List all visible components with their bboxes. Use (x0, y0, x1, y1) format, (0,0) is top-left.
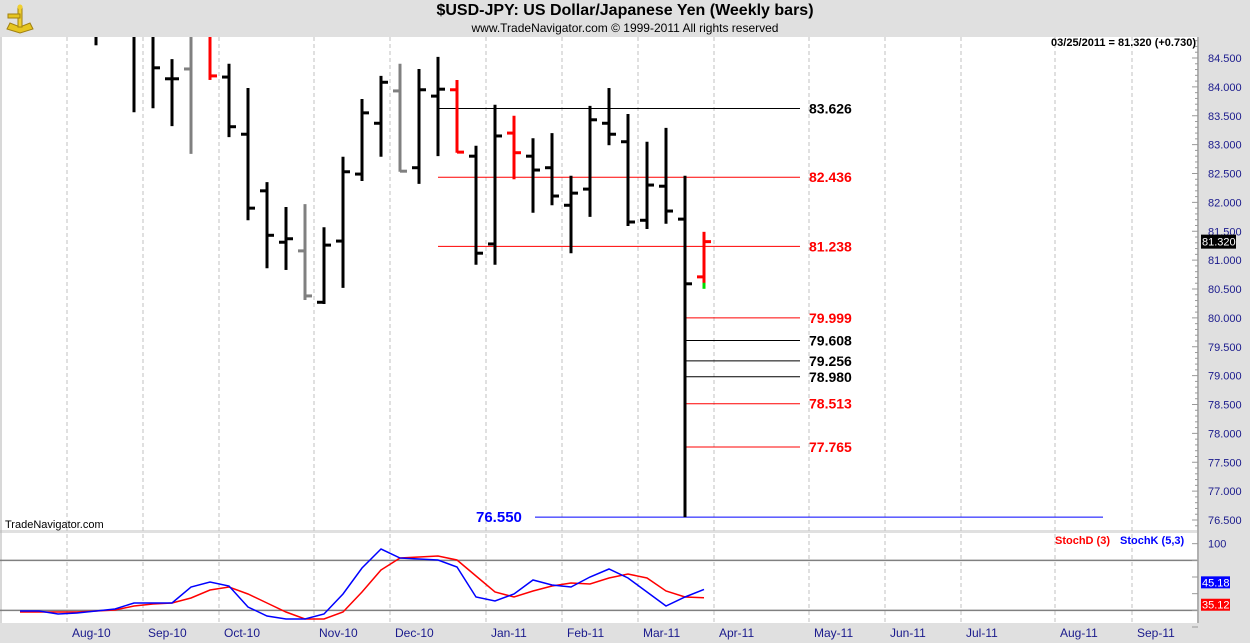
y-tick-label: 76.500 (1208, 515, 1242, 527)
price-level-label: 82.436 (809, 169, 852, 185)
ohlc-bar (431, 56, 445, 157)
ohlc-bar (393, 63, 407, 173)
y-tick-label: 82.000 (1208, 197, 1242, 209)
ohlc-bar (412, 68, 426, 184)
ohlc-bar (317, 227, 331, 305)
y-tick-label: 83.000 (1208, 140, 1242, 152)
stoch-series-line (20, 548, 705, 620)
x-tick-label: Jul-11 (966, 626, 998, 640)
y-tick-label: 79.500 (1208, 342, 1242, 354)
y-tick-label: 81.000 (1208, 255, 1242, 267)
x-tick-label: Oct-10 (224, 626, 260, 640)
ohlc-bar (151, 37, 160, 109)
stoch-y-tick-label: 100 (1208, 539, 1226, 551)
stoch-last-marker (1201, 598, 1230, 611)
y-tick-label: 78.000 (1208, 428, 1242, 440)
legend-stochk: StochK (5,3) (1120, 535, 1185, 547)
new-low-marker (702, 282, 706, 289)
ohlc-bar (279, 206, 293, 270)
x-tick-label: May-11 (814, 626, 853, 640)
x-tick-label: Jun-11 (890, 626, 926, 640)
x-tick-label: Nov-10 (319, 626, 358, 640)
ohlc-bar (583, 105, 597, 217)
stochastic-panel (0, 533, 1197, 623)
y-tick-label: 77.500 (1208, 457, 1242, 469)
ohlc-bar (241, 88, 255, 221)
ohlc-bar (545, 133, 559, 206)
ohlc-bar (336, 156, 350, 288)
y-tick-label: 82.500 (1208, 169, 1242, 181)
ohlc-bar (184, 37, 193, 154)
stoch-last-label: 45.18 (1202, 577, 1230, 589)
ohlc-bar (469, 145, 483, 265)
y-tick-label: 84.500 (1208, 53, 1242, 65)
watermark-text: TradeNavigator.com (5, 519, 104, 531)
ohlc-bar (697, 231, 711, 284)
x-tick-label: Aug-10 (72, 626, 111, 640)
ohlc-bar (659, 127, 673, 224)
x-tick-label: Sep-10 (148, 626, 187, 640)
x-tick-label: Aug-11 (1060, 626, 1098, 640)
stoch-series-line (20, 555, 705, 620)
stoch-last-label: 35.12 (1202, 600, 1230, 612)
price-level-label: 78.513 (809, 396, 852, 412)
stoch-last-marker (1201, 576, 1230, 589)
price-panel (0, 37, 1197, 530)
ohlc-bar (526, 138, 540, 213)
ohlc-bar (450, 79, 464, 154)
ohlc-bar (640, 141, 654, 229)
x-tick-label: Sep-11 (1137, 626, 1175, 640)
copyright-subtitle: www.TradeNavigator.com © 1999-2011 All r… (471, 21, 779, 35)
x-tick-label: Dec-10 (395, 626, 434, 640)
ohlc-bar (208, 37, 217, 80)
price-level-label: 83.626 (809, 100, 852, 116)
price-level-label: 81.238 (809, 238, 852, 254)
ohlc-bar (678, 175, 692, 518)
ohlc-bar (621, 114, 635, 227)
ohlc-bar (260, 182, 274, 269)
y-tick-label: 80.500 (1208, 284, 1242, 296)
price-level-label: 79.608 (809, 333, 852, 349)
y-tick-label: 80.000 (1208, 313, 1242, 325)
chart-title: $USD-JPY: US Dollar/Japanese Yen (Weekly… (436, 2, 814, 19)
price-level-label: 79.256 (809, 353, 852, 369)
price-level-label: 77.765 (809, 439, 852, 455)
ohlc-bar (488, 104, 502, 265)
ohlc-bar (298, 204, 312, 300)
ohlc-bar (165, 59, 179, 127)
price-level-label: 78.980 (809, 369, 852, 385)
ohlc-bar (564, 175, 578, 254)
sextant-logo-icon (6, 4, 34, 34)
y-tick-label: 77.000 (1208, 486, 1242, 498)
x-tick-label: Feb-11 (567, 626, 604, 640)
y-tick-label: 84.000 (1208, 82, 1242, 94)
x-tick-label: Mar-11 (643, 626, 680, 640)
y-tick-label: 78.500 (1208, 400, 1242, 412)
last-price-marker (1201, 234, 1236, 249)
last-quote-label: 03/25/2011 = 81.320 (+0.730) (1051, 37, 1196, 49)
legend-stochd: StochD (3) (1055, 535, 1110, 547)
ohlc-bar (602, 88, 616, 146)
ohlc-bar (374, 75, 388, 157)
y-tick-label: 79.000 (1208, 371, 1242, 383)
ohlc-bar (222, 63, 236, 138)
x-tick-label: Apr-11 (719, 626, 754, 640)
price-level-label: 76.550 (476, 509, 522, 526)
last-price-label: 81.320 (1202, 237, 1236, 249)
x-tick-label: Jan-11 (491, 626, 527, 640)
price-level-label: 79.999 (809, 310, 852, 326)
ohlc-bar (507, 115, 521, 180)
ohlc-bar (355, 99, 369, 182)
y-tick-label: 83.500 (1208, 111, 1242, 123)
chart-header: $USD-JPY: US Dollar/Japanese Yen (Weekly… (0, 0, 1250, 37)
